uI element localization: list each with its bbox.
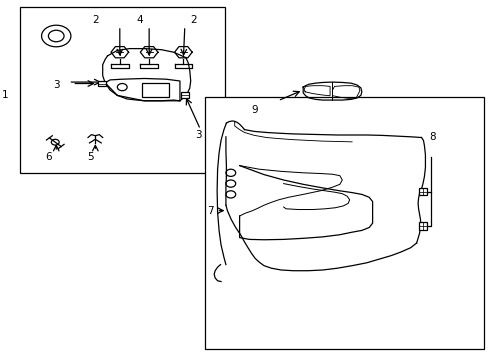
Bar bbox=[98, 81, 105, 86]
Bar bbox=[418, 188, 427, 195]
Text: 3: 3 bbox=[53, 80, 60, 90]
Bar bbox=[205, 97, 483, 349]
Text: 4: 4 bbox=[136, 15, 142, 25]
Bar bbox=[20, 7, 224, 173]
Text: 6: 6 bbox=[45, 152, 52, 162]
Text: 8: 8 bbox=[428, 132, 435, 142]
Bar bbox=[418, 222, 427, 230]
Text: 7: 7 bbox=[206, 206, 213, 216]
Text: 2: 2 bbox=[189, 15, 196, 25]
Text: 3: 3 bbox=[194, 130, 201, 140]
Text: 5: 5 bbox=[87, 152, 94, 162]
Text: 9: 9 bbox=[250, 105, 257, 115]
Bar bbox=[181, 92, 188, 98]
Text: 2: 2 bbox=[92, 15, 99, 25]
Bar bbox=[142, 83, 168, 97]
Text: 1: 1 bbox=[1, 90, 8, 100]
